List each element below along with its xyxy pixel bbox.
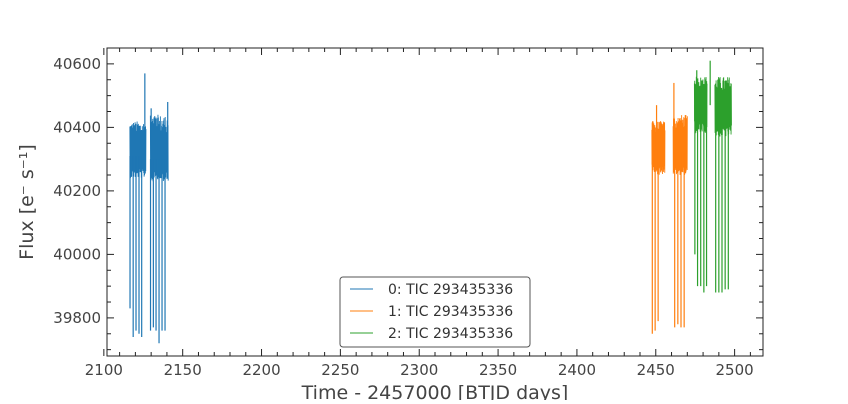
legend-entry-1: 1: TIC 293435336	[388, 304, 513, 320]
ticks-layer: 2100 2150 2200 2250 2300 2350 2400 2450 2500 3980…	[53, 47, 763, 379]
x-tick-label-2: 2200	[242, 361, 280, 379]
x-tick-label-5: 2350	[479, 361, 517, 379]
x-axis-label: Time - 2457000 [BTJD days]	[301, 382, 569, 400]
series-2-segment-1	[714, 77, 732, 137]
y-tick-label-0: 39800	[53, 309, 101, 327]
series-1	[651, 82, 688, 334]
x-tick-label-8: 2500	[716, 361, 754, 379]
series-0-segment-0	[129, 121, 147, 179]
legend-box	[339, 276, 531, 348]
series-2-segment-0	[693, 76, 708, 134]
legend: 0: TIC 293435336 1: TIC 293435336 2: TIC 2…	[339, 276, 531, 348]
y-tick-label-2: 40200	[53, 182, 101, 200]
y-tick-label-1: 40000	[53, 245, 101, 263]
y-tick-label-4: 40600	[53, 55, 101, 73]
legend-entry-0: 0: TIC 293435336	[388, 282, 513, 298]
x-tick-label-6: 2400	[558, 361, 596, 379]
series-2	[693, 60, 732, 293]
x-tick-label-0: 2100	[85, 361, 123, 379]
x-tick-label-4: 2300	[400, 361, 438, 379]
legend-entry-2: 2: TIC 293435336	[388, 326, 513, 342]
x-tick-label-7: 2450	[637, 361, 675, 379]
series-1-segment-0	[651, 121, 666, 175]
series-0	[129, 73, 169, 344]
x-tick-label-3: 2250	[321, 361, 359, 379]
series-1-segment-1	[672, 114, 688, 175]
series-layer	[129, 60, 732, 344]
y-tick-label-3: 40400	[53, 118, 101, 136]
x-tick-label-1: 2150	[164, 361, 202, 379]
y-axis-label: Flux [e⁻ s⁻¹]	[16, 144, 38, 260]
